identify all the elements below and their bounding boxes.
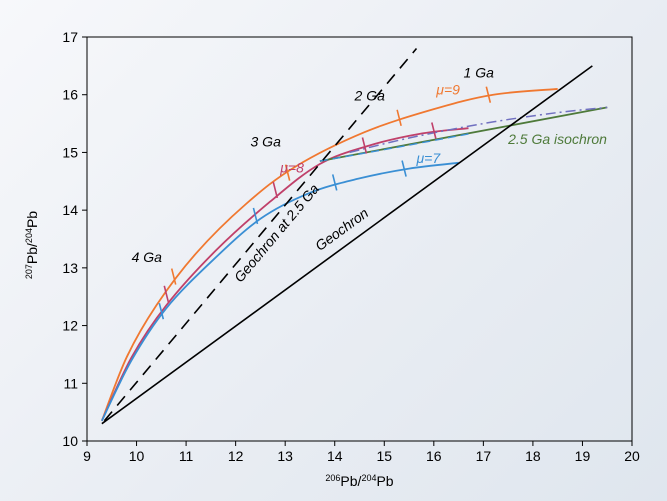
annotation-mu-9: μ=9 (435, 82, 460, 98)
series-line-geochron-at-2-5-ga (103, 48, 418, 422)
x-tick-label: 17 (476, 448, 492, 464)
age-tick-mu-7 (158, 302, 165, 320)
x-tick-label: 19 (575, 448, 591, 464)
x-tick-label: 18 (525, 448, 541, 464)
x-axis-sup: 206 (325, 473, 340, 483)
y-axis-sup: 207 (24, 264, 34, 279)
y-tick-label: 11 (63, 375, 78, 391)
age-tick-mu-8 (272, 181, 279, 199)
y-tick-label: 16 (62, 87, 78, 103)
series-line-geochron (101, 65, 593, 425)
plot-frame (86, 36, 633, 442)
age-ticks-group (158, 86, 492, 320)
series-line-mu-7 (101, 161, 459, 422)
age-tick-mu-8 (431, 122, 437, 139)
series-line-mu-9 (101, 88, 558, 422)
x-tick-label: 14 (327, 448, 343, 464)
x-tick-label: 12 (228, 448, 244, 464)
series-line-mu-8 (101, 127, 469, 422)
series-group (101, 48, 608, 425)
y-axis-base: Pb/ (24, 243, 40, 264)
age-tick-mu-8 (163, 285, 170, 303)
age-tick-mu-8 (361, 137, 368, 154)
y-axis-sup2: 204 (24, 228, 34, 243)
annotation-mu-8: μ=8 (279, 160, 304, 176)
x-axis-sup2: 204 (361, 473, 376, 483)
axis-ticks: 9 10 11 12 13 14 15 16 17 18 19 20 10 11 12 13 14 15 16 17 (62, 29, 640, 464)
age-tick-mu-7 (252, 207, 259, 225)
x-tick-label: 20 (624, 448, 640, 464)
y-tick-label: 13 (62, 260, 78, 276)
age-tick-mu-9 (396, 109, 402, 126)
annotation-3-ga: 3 Ga (251, 134, 282, 150)
age-tick-mu-9 (485, 86, 492, 103)
y-tick-label: 15 (62, 144, 78, 160)
x-tick-label: 10 (129, 448, 145, 464)
x-axis-title: 206Pb/204Pb (325, 473, 393, 489)
y-tick-label: 14 (62, 202, 78, 218)
annotation-4-ga: 4 Ga (132, 249, 163, 265)
x-axis-base2: Pb (376, 473, 393, 489)
x-tick-label: 16 (426, 448, 442, 464)
y-axis-base2: Pb (24, 211, 40, 228)
age-tick-mu-9 (170, 268, 177, 285)
age-tick-mu-9 (284, 164, 291, 181)
x-tick-label: 11 (179, 448, 194, 464)
series-line-unnamed-4 (349, 106, 608, 154)
age-tick-mu-7 (401, 160, 407, 177)
y-tick-label: 12 (62, 318, 78, 334)
series-line-unnamed-5 (319, 133, 469, 162)
y-tick-label: 10 (62, 433, 78, 449)
y-axis-title: 207Pb/204Pb (24, 211, 40, 279)
annotation-1-ga: 1 Ga (464, 64, 495, 80)
annotation-2-5-ga-isochron: 2.5 Ga isochron (507, 131, 607, 147)
age-tick-mu-7 (331, 174, 338, 191)
x-axis-base: Pb/ (340, 473, 361, 489)
x-tick-label: 15 (376, 448, 392, 464)
annotation-mu-7: μ=7 (415, 150, 441, 166)
x-tick-label: 13 (277, 448, 293, 464)
annotation-2-ga: 2 Ga (354, 87, 386, 103)
x-tick-label: 9 (83, 448, 91, 464)
y-tick-label: 17 (62, 29, 78, 45)
